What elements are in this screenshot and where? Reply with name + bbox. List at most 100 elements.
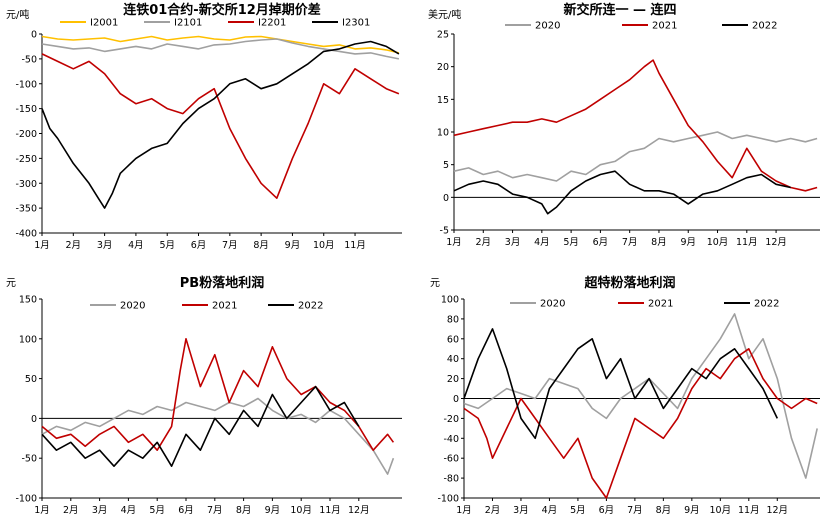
- y-tick-label: -60: [443, 454, 459, 465]
- x-tick-label: 11月: [344, 240, 366, 251]
- x-tick-label: 8月: [253, 240, 269, 251]
- chart-title: 连铁01合约-新交所12月掉期价差: [123, 2, 321, 18]
- x-tick-label: 5月: [570, 505, 586, 516]
- x-tick-label: 4月: [534, 237, 550, 248]
- x-tick-label: 5月: [159, 240, 175, 251]
- x-tick-label: 4月: [121, 505, 137, 516]
- x-tick-label: 9月: [684, 505, 700, 516]
- legend-label: I2101: [174, 18, 202, 29]
- chart-panel-1: 连铁01合约-新交所12月掉期价差 元/吨0 -50 -100 -150 -200 -250…: [6, 2, 402, 251]
- y-tick-label: 10: [437, 128, 449, 139]
- chart-title: 超特粉落地利润: [584, 275, 675, 291]
- chart-title: PB粉落地利润: [180, 275, 264, 291]
- y-tick-label: 60: [447, 334, 459, 345]
- x-tick-label: 3月: [92, 505, 108, 516]
- x-tick-label: 2月: [476, 237, 492, 248]
- x-tick-label: 7月: [207, 505, 223, 516]
- chart-title: 新交所连一 — 连四: [563, 2, 676, 18]
- x-tick-label: 10月: [710, 505, 732, 516]
- x-tick-label: 10月: [313, 240, 335, 251]
- x-tick-label: 6月: [191, 240, 207, 251]
- x-tick-label: 2月: [66, 240, 82, 251]
- y-tick-label: 0: [31, 30, 37, 41]
- legend-label: 2020: [535, 21, 560, 32]
- y-tick-label: -5: [440, 226, 449, 237]
- x-tick-label: 1月: [456, 505, 472, 516]
- y-tick-label: -100: [15, 494, 37, 505]
- x-tick-label: 3月: [97, 240, 113, 251]
- x-tick-label: 12月: [765, 237, 787, 248]
- x-tick-label: 6月: [599, 505, 615, 516]
- legend-label: I2201: [258, 18, 286, 29]
- x-tick-label: 2月: [485, 505, 501, 516]
- x-tick-label: 4月: [542, 505, 558, 516]
- legend-label: I2001: [90, 18, 118, 29]
- x-tick-label: 3月: [505, 237, 521, 248]
- x-tick-label: 3月: [513, 505, 529, 516]
- y-tick-label: -40: [443, 434, 459, 445]
- x-tick-label: 8月: [236, 505, 252, 516]
- legend-label: 2021: [652, 21, 677, 32]
- legend-label: I2301: [342, 18, 370, 29]
- y-tick-label: -100: [15, 79, 37, 90]
- series-line-2020: [41, 397, 395, 475]
- y-tick-label: -80: [443, 474, 459, 485]
- x-tick-label: 1月: [34, 505, 50, 516]
- series-line-i2101: [41, 38, 400, 60]
- y-tick-label: -150: [15, 104, 37, 115]
- y-axis-unit: 元: [6, 278, 16, 289]
- x-tick-label: 8月: [651, 237, 667, 248]
- x-tick-label: 1月: [34, 240, 50, 251]
- y-axis-unit: 元: [430, 278, 440, 289]
- y-tick-label: 100: [441, 295, 459, 306]
- legend-label: 2020: [120, 301, 145, 312]
- y-tick-label: 0: [443, 193, 449, 204]
- y-tick-label: -50: [21, 454, 37, 465]
- y-tick-label: 20: [437, 62, 449, 73]
- y-tick-label: 40: [447, 354, 459, 365]
- y-tick-label: 20: [447, 374, 459, 385]
- series-line-2022: [41, 385, 360, 468]
- x-tick-label: 7月: [222, 240, 238, 251]
- x-tick-label: 9月: [680, 237, 696, 248]
- x-tick-label: 2月: [63, 505, 79, 516]
- chart-panel-2: 新交所连一 — 连四 美元/吨 25 20 15 10 5 0 -51月 2月 3月 4月 5月 6月 7月…: [428, 2, 820, 248]
- x-tick-label: 11月: [319, 505, 341, 516]
- y-tick-label: 100: [19, 334, 37, 345]
- y-tick-label: -300: [15, 179, 37, 190]
- series-line-2021: [41, 337, 395, 452]
- y-tick-label: 5: [443, 160, 449, 171]
- x-tick-label: 11月: [736, 237, 758, 248]
- y-axis-unit: 美元/吨: [428, 8, 461, 21]
- series-line-2020: [463, 313, 818, 479]
- y-tick-label: -100: [437, 494, 459, 505]
- x-tick-label: 1月: [446, 237, 462, 248]
- x-tick-label: 12月: [766, 505, 788, 516]
- legend-label: 2022: [752, 21, 777, 32]
- y-tick-label: -50: [21, 54, 37, 65]
- series-line-2021: [453, 59, 818, 192]
- series-line-2022: [453, 170, 791, 215]
- x-tick-label: 5月: [563, 237, 579, 248]
- legend-label: 2020: [540, 299, 565, 310]
- y-tick-label: 0: [453, 394, 459, 405]
- y-tick-label: 80: [447, 314, 459, 325]
- y-tick-label: -400: [15, 229, 37, 240]
- series-line-2020: [453, 131, 818, 182]
- series-line-2022: [463, 328, 779, 440]
- x-tick-label: 6月: [178, 505, 194, 516]
- x-tick-label: 11月: [738, 505, 760, 516]
- y-tick-label: 0: [31, 414, 37, 425]
- y-tick-label: -350: [15, 204, 37, 215]
- legend-label: 2021: [212, 301, 237, 312]
- y-tick-label: 150: [19, 295, 37, 306]
- series-line-2021: [463, 347, 818, 499]
- y-tick-label: 15: [437, 95, 449, 106]
- series-line-i2301: [41, 40, 400, 209]
- y-tick-label: -250: [15, 154, 37, 165]
- x-tick-label: 9月: [265, 505, 281, 516]
- y-tick-label: -20: [443, 414, 459, 425]
